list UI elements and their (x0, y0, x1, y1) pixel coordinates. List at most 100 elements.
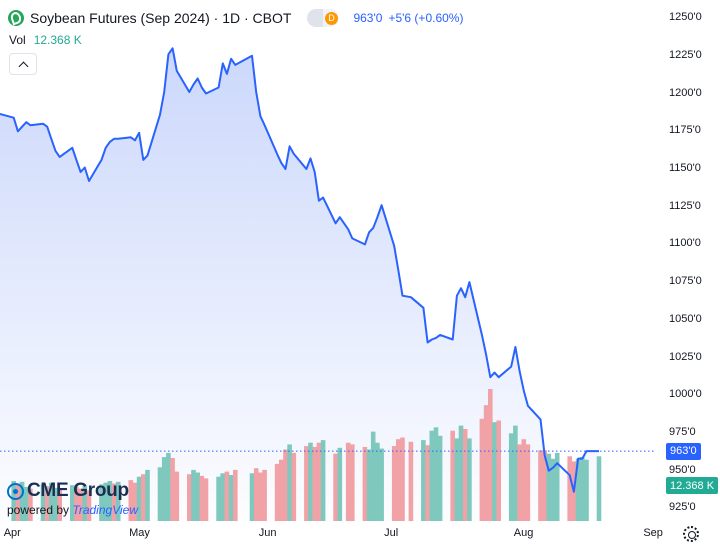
volume-bar (408, 441, 414, 521)
volume-bar (467, 438, 472, 521)
volume-bar (70, 485, 75, 521)
volume-bar (220, 473, 225, 521)
volume-value: 12.368 K (33, 33, 82, 47)
delayed-badge-letter: D (324, 11, 338, 25)
volume-bar (111, 483, 117, 521)
volume-bar (333, 453, 338, 521)
brand-watermark: CME Group powered by TradingView (7, 480, 138, 517)
volume-price-tag: 12.368 K (666, 477, 719, 494)
volume-bar (44, 486, 50, 521)
volume-bar (483, 405, 489, 521)
volume-bar (379, 448, 384, 521)
x-tick-label: Aug (513, 527, 534, 539)
y-tick-label: 925'0 (669, 501, 696, 514)
x-tick-label: Sep (643, 527, 663, 539)
volume-bar (437, 435, 443, 521)
volume-bar (320, 440, 326, 521)
volume-bar (508, 433, 514, 521)
legend: Soybean Futures (Sep 2024) · 1D · CBOT D… (8, 8, 463, 28)
last-price: 963'0 (353, 11, 383, 25)
volume-bar (57, 489, 62, 521)
volume-bar (345, 442, 351, 521)
volume-bar (49, 482, 54, 521)
y-tick-label: 1250'0 (669, 11, 702, 24)
volume-bar (596, 456, 602, 521)
volume-label[interactable]: Vol (9, 33, 26, 47)
volume-bar (86, 490, 92, 521)
volume-bar (99, 484, 104, 521)
volume-bar (316, 442, 322, 521)
volume-bar (170, 458, 175, 521)
volume-bar (145, 469, 150, 521)
volume-bar (24, 486, 29, 521)
symbol-logo-icon (8, 10, 24, 26)
volume-bar (136, 476, 142, 521)
volume-bar (15, 483, 21, 521)
market-status-pill[interactable]: D (307, 9, 340, 27)
volume-bar (462, 429, 468, 521)
volume-bar (262, 469, 267, 521)
volume-bar (567, 456, 572, 521)
volume-bar (421, 440, 426, 521)
brand-name: CME Group (27, 480, 129, 501)
volume-bar (228, 475, 234, 521)
volume-bar (274, 463, 280, 521)
volume-bar (550, 458, 556, 521)
volume-bar (308, 442, 313, 521)
settings-gear-icon[interactable] (683, 526, 699, 542)
volume-bar (203, 478, 209, 521)
volume-bar (78, 488, 83, 521)
volume-bar (521, 439, 527, 521)
powered-by: powered by TradingView (7, 503, 138, 517)
volume-bar (454, 438, 460, 521)
volume-bar (40, 484, 46, 521)
volume-bar (375, 442, 380, 521)
volume-bar (128, 480, 134, 521)
x-tick-label: May (129, 527, 150, 539)
y-tick-label: 975'0 (669, 425, 696, 438)
volume-bar (103, 482, 108, 521)
volume-bar (287, 444, 292, 521)
volume-bar (174, 471, 180, 521)
delayed-badge: D (323, 9, 340, 27)
volume-bar (496, 420, 501, 521)
volume-bar (525, 444, 531, 521)
y-tick-label: 1150'0 (669, 161, 701, 174)
y-tick-label: 1175'0 (669, 124, 701, 137)
volume-bar (542, 450, 547, 521)
volume-legend: Vol 12.368 K (9, 33, 82, 47)
volume-bar (304, 446, 309, 521)
volume-bar (584, 459, 589, 521)
collapse-legend-button[interactable] (9, 53, 37, 75)
volume-bar (115, 481, 121, 521)
volume-bar (11, 481, 16, 521)
volume-bar (458, 425, 464, 521)
volume-bar (166, 452, 171, 521)
volume-bar (425, 445, 430, 521)
volume-bar (19, 481, 25, 521)
volume-bar (362, 446, 368, 521)
powered-by-text: powered by (7, 503, 70, 517)
cme-globe-icon (7, 482, 24, 500)
volume-bar (337, 447, 343, 521)
y-tick-label: 1025'0 (669, 350, 702, 363)
price-area (0, 48, 599, 522)
y-tick-label: 1050'0 (669, 312, 702, 325)
y-tick-label: 1075'0 (669, 275, 702, 288)
volume-bar (233, 469, 238, 521)
volume-bar (28, 488, 33, 521)
volume-bar (517, 444, 522, 521)
volume-bar (249, 473, 255, 521)
y-tick-label: 950'0 (669, 463, 696, 476)
volume-bar (258, 472, 263, 521)
volume-bar (279, 459, 284, 521)
volume-bar (199, 475, 205, 521)
volume-bar (546, 453, 552, 521)
price-line (0, 47, 599, 493)
volume-bar (141, 474, 146, 521)
symbol-title[interactable]: Soybean Futures (Sep 2024) · 1D · CBOT (30, 10, 292, 26)
x-tick-label: Jul (384, 527, 399, 539)
volume-bar (366, 449, 372, 521)
tradingview-link[interactable]: TradingView (72, 503, 138, 517)
